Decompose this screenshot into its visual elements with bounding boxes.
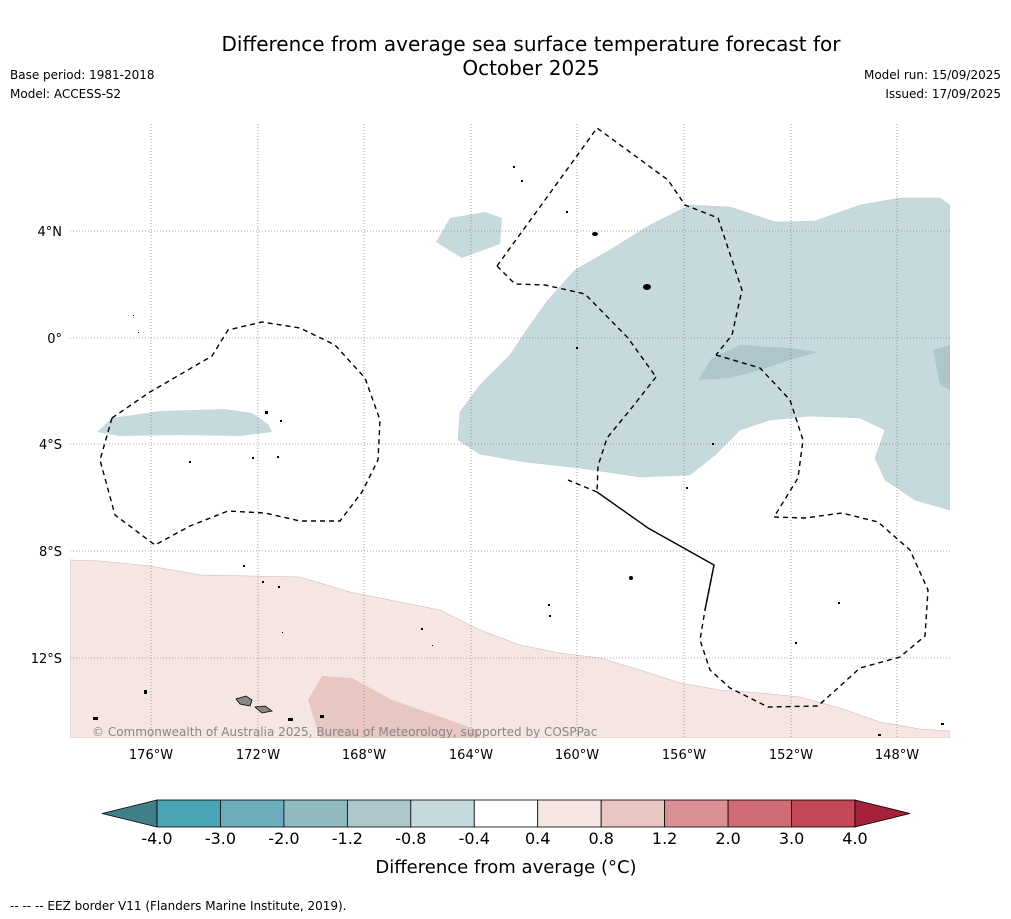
model-name: Model: ACCESS-S2 (10, 87, 122, 101)
colorbar-extend-low (101, 799, 158, 828)
title-line-1: Difference from average sea surface temp… (221, 32, 841, 56)
lat-tick-4n: 4°N (38, 225, 63, 240)
eez-border-central (496, 127, 743, 493)
lon-tick-labels: 176°W 172°W 168°W 164°W 160°W 156°W 152°… (129, 748, 919, 763)
colorbar-segment (346, 799, 412, 828)
warm-anomaly-region-south (70, 559, 950, 738)
samoa-islands (235, 695, 273, 714)
meta-right: Model run: 15/09/2025 Issued: 17/09/2025 (864, 66, 1001, 104)
issued-date: Issued: 17/09/2025 (885, 87, 1001, 101)
colorbar-segment (473, 799, 539, 828)
colorbar-segment (220, 799, 285, 828)
lat-tick-4s: 4°S (39, 438, 62, 453)
colorbar-tick-label: 2.0 (715, 829, 740, 848)
colorbar-title: Difference from average (°C) (375, 857, 636, 878)
colorbar-tick-label: 0.4 (525, 829, 550, 848)
eez-borders (99, 127, 929, 708)
cool-anomaly-band-west (97, 409, 272, 436)
colorbar-segment (156, 799, 221, 828)
colorbar-extend-high (854, 799, 911, 828)
eez-footnote: -- -- -- EEZ border V11 (Flanders Marine… (10, 899, 347, 913)
gridlines (70, 124, 950, 738)
cool-anomaly-patch-north (436, 212, 502, 258)
meta-left: Base period: 1981-2018 Model: ACCESS-S2 (10, 66, 155, 104)
colorbar-tick-label: 0.8 (588, 829, 613, 848)
cool-anomaly-region-east (457, 197, 950, 511)
colorbar-segment (664, 799, 729, 828)
model-run: Model run: 15/09/2025 (863, 68, 1001, 82)
colorbar-tick-label: 1.2 (652, 829, 677, 848)
lon-tick-172w: 172°W (236, 748, 280, 763)
cooler-patch-east (933, 345, 950, 390)
lon-tick-148w: 148°W (875, 748, 919, 763)
colorbar-tick-label: -3.0 (205, 829, 236, 848)
base-period: Base period: 1981-2018 (10, 68, 155, 82)
lon-tick-156w: 156°W (662, 748, 706, 763)
colorbar-segment (727, 799, 792, 828)
colorbar-tick-label: -0.4 (459, 829, 490, 848)
lat-tick-12s: 12°S (31, 652, 62, 667)
boundary-line-solid (596, 491, 715, 611)
lat-tick-labels: 4°N 0° 4°S 8°S 12°S (31, 225, 62, 667)
lon-tick-164w: 164°W (449, 748, 493, 763)
lon-tick-160w: 160°W (555, 748, 599, 763)
colorbar-segment (791, 799, 856, 828)
eez-border-east (699, 354, 929, 708)
colorbar-segment (283, 799, 348, 828)
colorbar: -4.0 -3.0 -2.0 -1.2 -0.8 -0.4 0.4 0.8 1.2 2.0 3.0 4… (101, 799, 911, 848)
colorbar-tick-label: -2.0 (268, 829, 299, 848)
lon-tick-176w: 176°W (129, 748, 173, 763)
eez-border-west (99, 321, 381, 546)
copyright-notice: © Commonwealth of Australia 2025, Bureau… (92, 725, 597, 739)
warmer-patch (308, 676, 480, 738)
colorbar-tick-label: -4.0 (141, 829, 172, 848)
map-area: © Commonwealth of Australia 2025, Bureau… (70, 124, 950, 739)
colorbar-tick-label: 4.0 (842, 829, 867, 848)
lat-tick-8s: 8°S (39, 545, 62, 560)
colorbar-segment (537, 799, 602, 828)
islands (93, 166, 944, 736)
colorbar-segment (410, 799, 475, 828)
title-line-2: October 2025 (462, 56, 600, 80)
lon-tick-168w: 168°W (342, 748, 386, 763)
colorbar-tick-label: -0.8 (395, 829, 426, 848)
lat-tick-0: 0° (47, 332, 62, 347)
colorbar-tick-label: 3.0 (779, 829, 804, 848)
lon-tick-152w: 152°W (769, 748, 813, 763)
cooler-patch (698, 345, 818, 380)
colorbar-segment (600, 799, 666, 828)
colorbar-tick-label: -1.2 (332, 829, 363, 848)
